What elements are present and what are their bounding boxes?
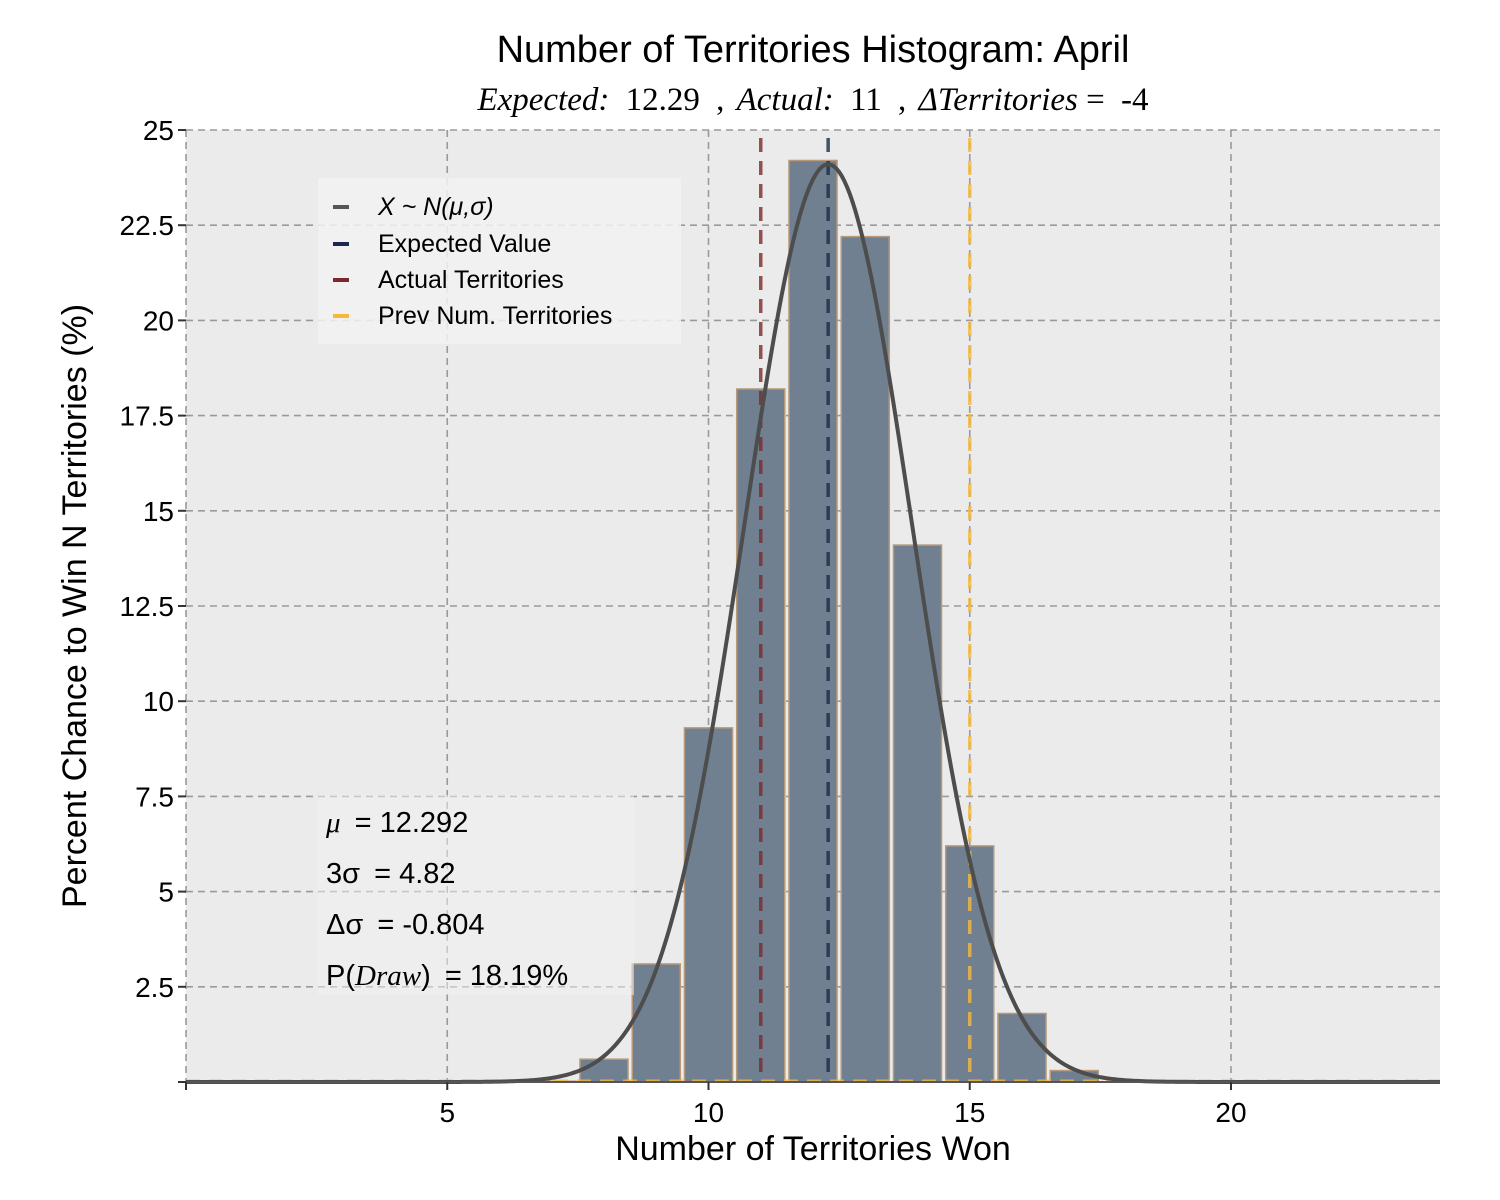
subtitle-expected-label: Expected: [476, 82, 609, 118]
stats-mu-symbol: μ [325, 807, 341, 839]
legend-label-expected: Expected Value [378, 230, 551, 258]
y-tick-label: 12.5 [120, 591, 175, 622]
legend-label-prev: Prev Num. Territories [378, 302, 612, 330]
y-tick-label: 15 [143, 496, 174, 527]
stats-p-draw-symbol: Draw [354, 960, 422, 992]
stats-delta-sigma-value: = -0.804 [377, 909, 484, 941]
y-axis-label: Percent Chance to Win N Territories (%) [56, 304, 94, 908]
x-tick-label: 15 [954, 1097, 985, 1128]
stats-p-draw-value: = 18.19% [445, 960, 568, 992]
subtitle-expected-value: 12.29 [626, 82, 700, 118]
legend-label-normal: X ~ N(μ,σ) [377, 193, 494, 221]
bar [683, 727, 734, 1083]
stats-box-background [318, 795, 634, 995]
x-tick-label: 5 [439, 1097, 455, 1128]
y-tick-label: 17.5 [120, 401, 175, 432]
y-tick-labels: 2.5 5 7.5 10 12.5 15 17.5 20 22.5 25 [120, 115, 175, 1003]
subtitle-actual-value: 11 [850, 82, 882, 118]
y-tick-label: 5 [158, 877, 174, 908]
x-tick-label: 20 [1215, 1097, 1246, 1128]
y-tick-label: 25 [143, 115, 174, 146]
subtitle-sep-1: , [716, 82, 724, 118]
x-tick-labels: 5 10 15 20 [439, 1097, 1246, 1128]
y-tick-label: 22.5 [120, 210, 175, 241]
chart-title: Number of Territories Histogram: April [497, 29, 1130, 71]
stats-p-draw-suffix: ) [421, 960, 431, 992]
stats-mu-value: = 12.292 [355, 807, 469, 839]
bar [997, 1012, 1047, 1083]
stats-p-draw-prefix: P( [326, 960, 355, 992]
bar [892, 544, 943, 1083]
stats-box: μ = 12.292 3σ = 4.82 Δσ = -0.804 P(Draw)… [318, 795, 634, 995]
stats-mu: μ = 12.292 [325, 807, 468, 839]
legend-box [318, 178, 681, 344]
y-tick-label: 20 [143, 305, 174, 336]
subtitle-equals: = [1086, 82, 1105, 118]
axes [178, 129, 1440, 1090]
y-tick-label: 2.5 [135, 972, 174, 1003]
stats-delta-sigma-symbol: Δσ [326, 909, 363, 941]
bar [631, 963, 682, 1083]
stats-p-draw: P(Draw) = 18.19% [326, 960, 568, 992]
legend-label-actual: Actual Territories [378, 266, 564, 294]
y-tick-label: 7.5 [135, 781, 174, 812]
legend: X ~ N(μ,σ) Expected Value Actual Territo… [318, 178, 681, 344]
stats-three-sigma: 3σ = 4.82 [326, 858, 456, 890]
y-tick-label: 10 [143, 686, 174, 717]
subtitle-delta-label: ΔTerritories [917, 82, 1078, 118]
subtitle-delta-value: -4 [1121, 82, 1149, 118]
bar [579, 1058, 629, 1083]
chart-subtitle: Expected: 12.29 , Actual: 11 , ΔTerritor… [476, 82, 1148, 118]
subtitle-actual-label: Actual: [735, 82, 834, 118]
x-axis-label: Number of Territories Won [615, 1130, 1011, 1168]
stats-delta-sigma: Δσ = -0.804 [326, 909, 485, 941]
x-tick-label: 10 [693, 1097, 724, 1128]
subtitle-sep-2: , [898, 82, 906, 118]
stats-three-sigma-symbol: 3σ [326, 858, 360, 890]
bar [840, 235, 891, 1083]
stats-three-sigma-value: = 4.82 [374, 858, 455, 890]
